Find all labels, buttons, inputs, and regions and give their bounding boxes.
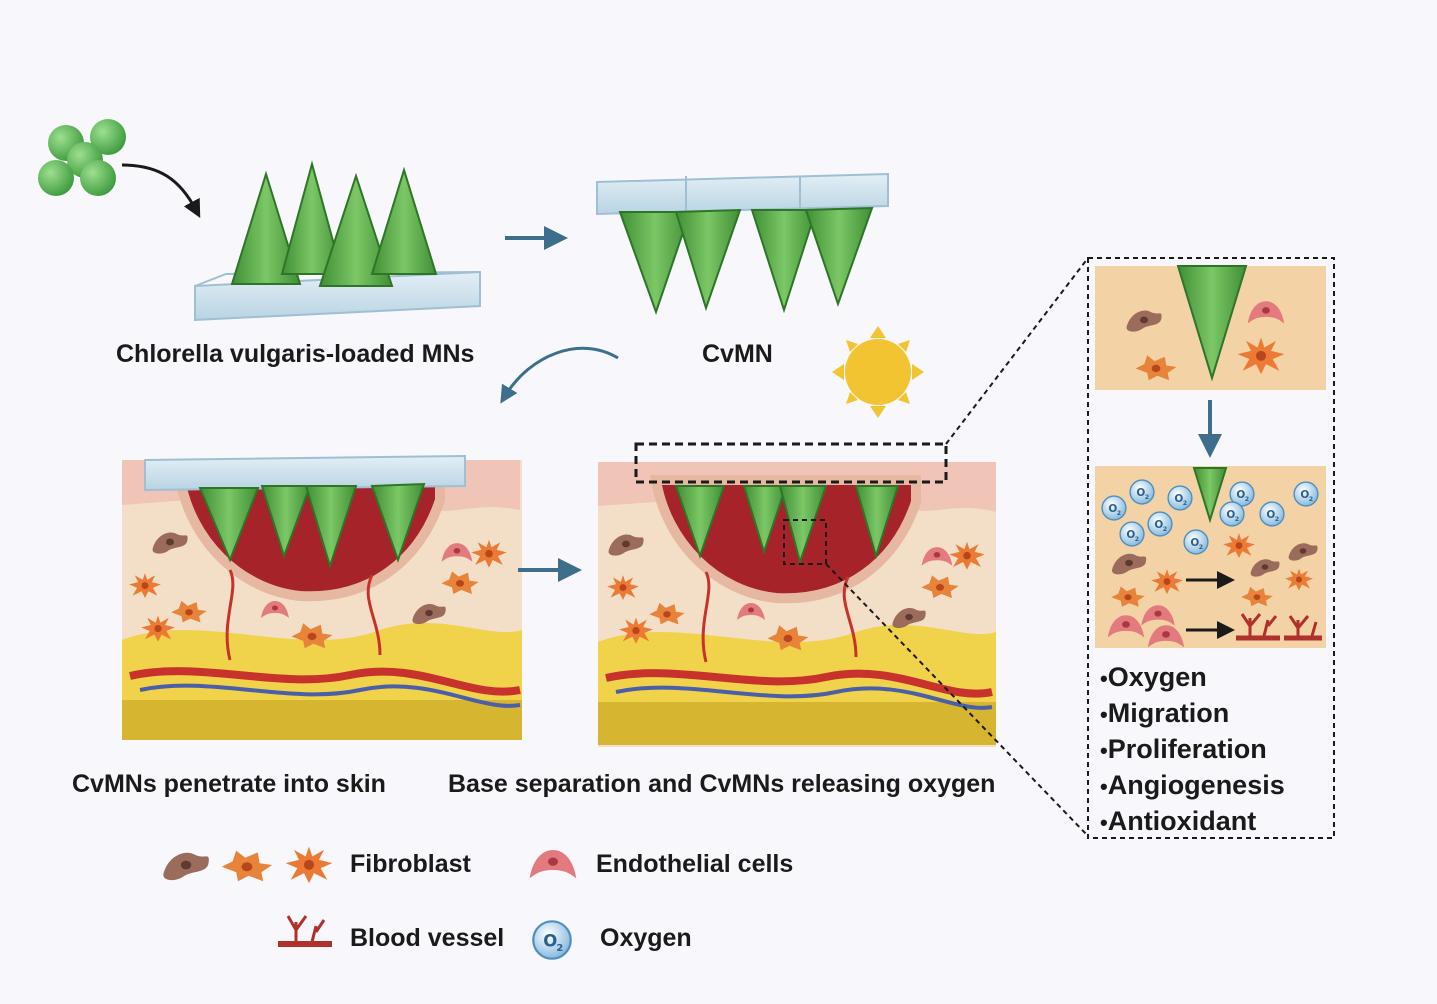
legend-blood-vessel: Blood vessel bbox=[350, 924, 505, 952]
blood-vessel-icon bbox=[278, 915, 332, 947]
cvmn-patch bbox=[596, 172, 889, 316]
legend-fibroblast: Fibroblast bbox=[350, 850, 471, 878]
fibroblast-icon-2 bbox=[221, 850, 273, 882]
label-penetrate: CvMNs penetrate into skin bbox=[72, 770, 386, 798]
mn-patch-upright bbox=[194, 160, 481, 322]
apply-arrow bbox=[500, 346, 619, 404]
effect-item: Antioxidant bbox=[1100, 804, 1285, 840]
fibroblast-icon bbox=[163, 852, 209, 881]
zoom-source-box bbox=[783, 519, 827, 565]
effect-item: Oxygen bbox=[1100, 660, 1285, 696]
skin-block-right bbox=[598, 462, 996, 747]
oxygen-icon bbox=[532, 920, 572, 960]
effect-item: Angiogenesis bbox=[1100, 768, 1285, 804]
sun-icon bbox=[832, 326, 924, 418]
zoom-after bbox=[1095, 466, 1326, 648]
legend-endothelial: Endothelial cells bbox=[596, 850, 794, 878]
label-cvmn: CvMN bbox=[702, 340, 773, 368]
effects-list: Oxygen Migration Proliferation Angiogene… bbox=[1100, 660, 1285, 840]
zoom-before bbox=[1095, 265, 1326, 390]
label-mn-loaded: Chlorella vulgaris-loaded MNs bbox=[116, 340, 475, 368]
endothelial-cell-icon bbox=[529, 850, 577, 879]
base-separation-box bbox=[634, 442, 948, 484]
algae-cells-icon bbox=[38, 119, 126, 196]
legend-oxygen: Oxygen bbox=[600, 924, 692, 952]
effect-item: Migration bbox=[1100, 696, 1285, 732]
loading-arrow bbox=[121, 163, 201, 218]
skin-block-left bbox=[122, 454, 522, 740]
fibroblast-icon-3 bbox=[285, 846, 333, 884]
effect-item: Proliferation bbox=[1100, 732, 1285, 768]
label-release: Base separation and CvMNs releasing oxyg… bbox=[448, 770, 996, 798]
